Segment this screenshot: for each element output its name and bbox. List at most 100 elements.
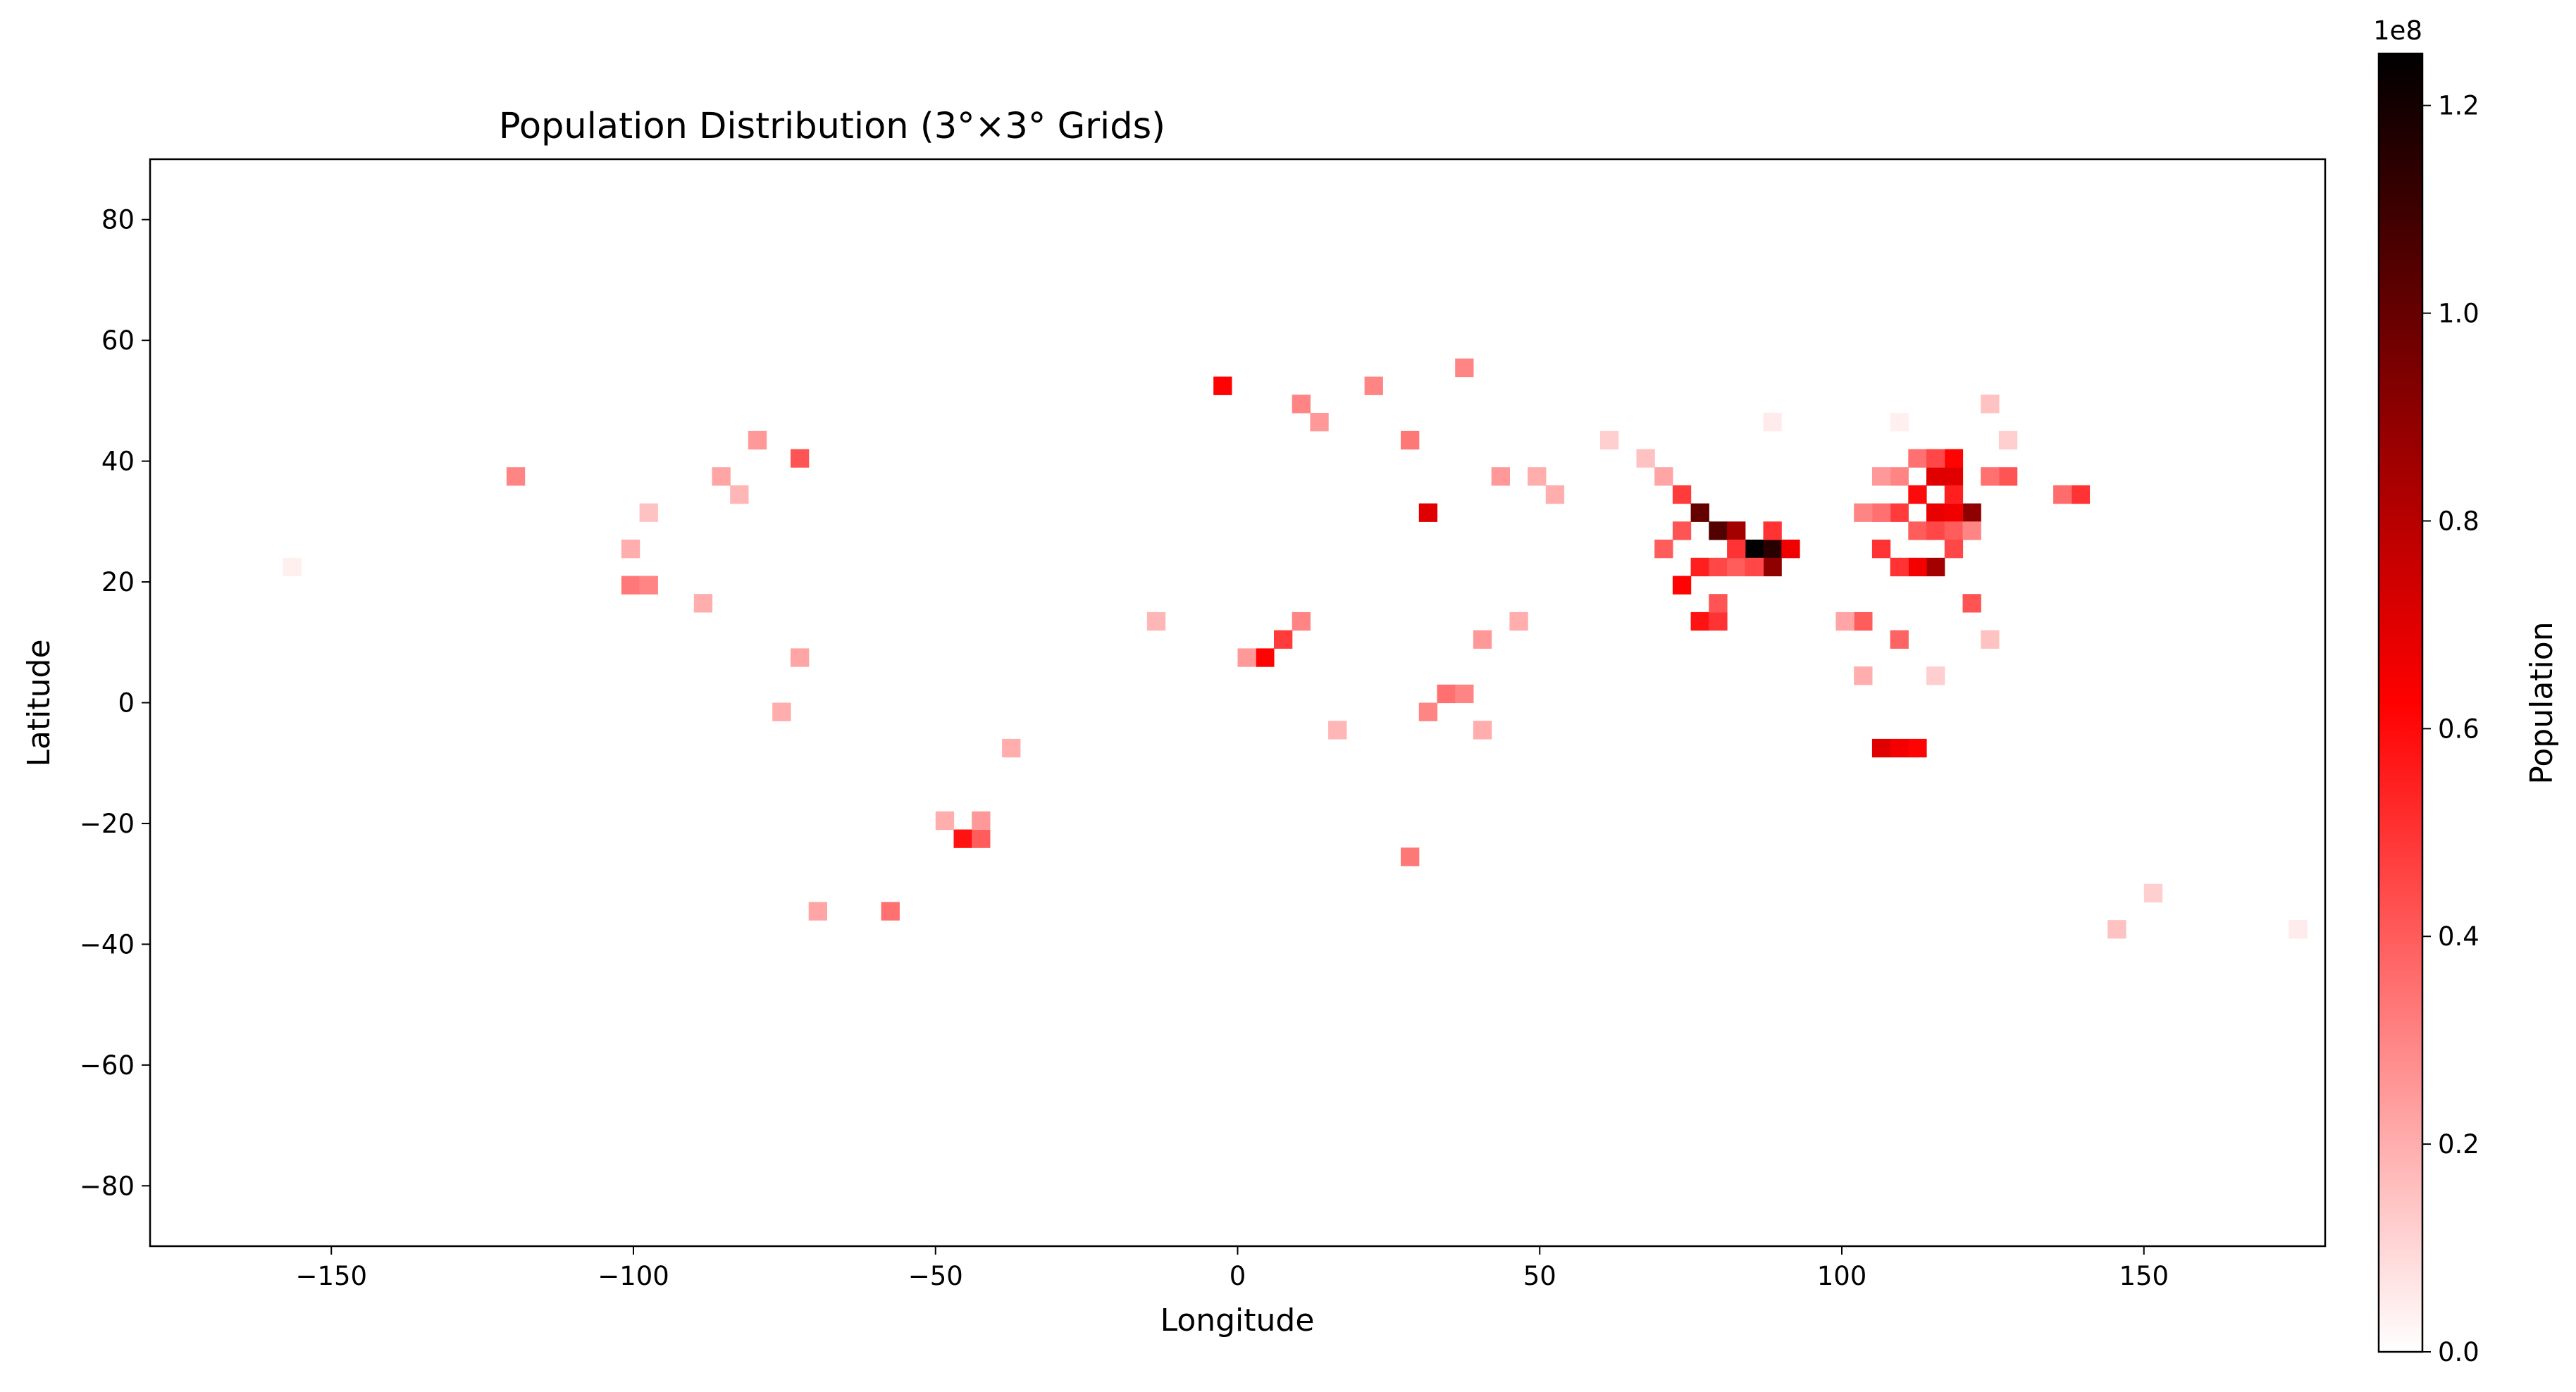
grid-cell xyxy=(1962,521,1981,540)
grid-cell xyxy=(693,594,713,613)
grid-cell xyxy=(1962,503,1981,522)
colorbar-label: Population xyxy=(2524,621,2560,784)
grid-cell xyxy=(1763,521,1782,540)
grid-cell xyxy=(1002,738,1021,758)
y-tick-label: 0 xyxy=(118,688,135,719)
colorbar-tick-label: 0.0 xyxy=(2438,1337,2479,1367)
grid-cell xyxy=(1418,702,1438,721)
grid-cell xyxy=(2143,883,2163,902)
grid-cell xyxy=(1926,449,1945,468)
grid-cell xyxy=(1998,467,2018,486)
grid-cell xyxy=(1890,557,1909,577)
grid-cell xyxy=(2071,485,2091,504)
grid-cell xyxy=(935,811,955,831)
grid-cell xyxy=(1491,467,1510,486)
grid-cell xyxy=(1926,521,1945,540)
grid-cell xyxy=(712,467,731,486)
grid-cell xyxy=(1654,540,1673,559)
grid-cell xyxy=(953,829,972,848)
grid-cell xyxy=(1473,630,1492,649)
x-tick-label: −150 xyxy=(295,1261,367,1291)
grid-cell xyxy=(621,576,640,595)
grid-cell xyxy=(1944,503,1964,522)
grid-cell xyxy=(1690,557,1709,577)
grid-cell xyxy=(1672,485,1692,504)
grid-cell xyxy=(621,540,640,559)
population-cells xyxy=(283,358,2308,939)
chart-title: Population Distribution (3°×3° Grids) xyxy=(499,106,1165,147)
y-tick-label: 60 xyxy=(101,325,135,356)
grid-cell xyxy=(1944,467,1964,486)
grid-cell xyxy=(1926,666,1945,685)
grid-cell xyxy=(1545,485,1565,504)
grid-cell xyxy=(1763,557,1782,577)
grid-cell xyxy=(1690,503,1709,522)
grid-cell xyxy=(1709,521,1728,540)
grid-cell xyxy=(1890,413,1909,432)
grid-cell xyxy=(1528,467,1547,486)
grid-cell xyxy=(1455,684,1474,704)
x-tick-label: 100 xyxy=(1817,1261,1867,1291)
grid-cell xyxy=(881,902,900,921)
y-tick-label: −80 xyxy=(80,1171,135,1201)
colorbar-tick-label: 0.8 xyxy=(2438,506,2479,536)
grid-cell xyxy=(1890,467,1909,486)
grid-cell xyxy=(1455,358,1474,378)
grid-cell xyxy=(2053,485,2072,504)
y-tick-label: 80 xyxy=(101,205,135,235)
grid-cell xyxy=(1146,611,1166,631)
grid-cell xyxy=(1854,503,1873,522)
grid-cell xyxy=(1256,648,1275,667)
grid-cell xyxy=(2107,920,2126,939)
grid-cell xyxy=(1981,630,2000,649)
grid-cell xyxy=(1926,467,1945,486)
grid-cell xyxy=(639,576,658,595)
grid-cell xyxy=(1690,611,1709,631)
x-tick-label: −100 xyxy=(597,1261,669,1291)
x-axis-ticks: −150 −100 −50 0 50 100 150 xyxy=(295,1246,2169,1291)
grid-cell xyxy=(1835,611,1854,631)
grid-cell xyxy=(1890,630,1909,649)
grid-cell xyxy=(772,702,791,721)
grid-cell xyxy=(1908,557,1927,577)
grid-cell xyxy=(1944,449,1964,468)
grid-cell xyxy=(1890,738,1909,758)
grid-cell xyxy=(1981,394,2000,414)
grid-cell xyxy=(730,485,749,504)
colorbar-tick-label: 0.2 xyxy=(2438,1129,2479,1160)
colorbar-tick-label: 0.4 xyxy=(2438,921,2479,952)
x-tick-label: −50 xyxy=(908,1261,963,1291)
x-tick-label: 50 xyxy=(1523,1261,1556,1291)
grid-cell xyxy=(1763,413,1782,432)
colorbar-offset-text: 1e8 xyxy=(2373,15,2422,46)
grid-cell xyxy=(1727,521,1746,540)
grid-cell xyxy=(791,648,810,667)
grid-cell xyxy=(972,811,991,831)
grid-cell xyxy=(1871,738,1891,758)
grid-cell xyxy=(1437,684,1456,704)
grid-cell xyxy=(1274,630,1293,649)
grid-cell xyxy=(1401,430,1420,450)
grid-cell xyxy=(1401,847,1420,866)
grid-cell xyxy=(1364,376,1383,395)
x-tick-label: 0 xyxy=(1230,1261,1246,1291)
grid-cell xyxy=(1654,467,1673,486)
grid-cell xyxy=(1890,503,1909,522)
grid-cell xyxy=(1871,467,1891,486)
grid-cell xyxy=(1981,467,2000,486)
grid-cell xyxy=(639,503,658,522)
grid-cell xyxy=(1727,540,1746,559)
grid-cell xyxy=(1944,485,1964,504)
grid-cell xyxy=(972,829,991,848)
grid-cell xyxy=(1908,738,1927,758)
grid-cell xyxy=(1672,521,1692,540)
grid-cell xyxy=(1636,449,1655,468)
grid-cell xyxy=(1473,721,1492,740)
grid-cell xyxy=(791,449,810,468)
grid-cell xyxy=(808,902,827,921)
grid-cell xyxy=(1781,540,1800,559)
grid-cell xyxy=(1709,611,1728,631)
colorbar xyxy=(2377,52,2424,1353)
grid-cell xyxy=(1745,557,1764,577)
